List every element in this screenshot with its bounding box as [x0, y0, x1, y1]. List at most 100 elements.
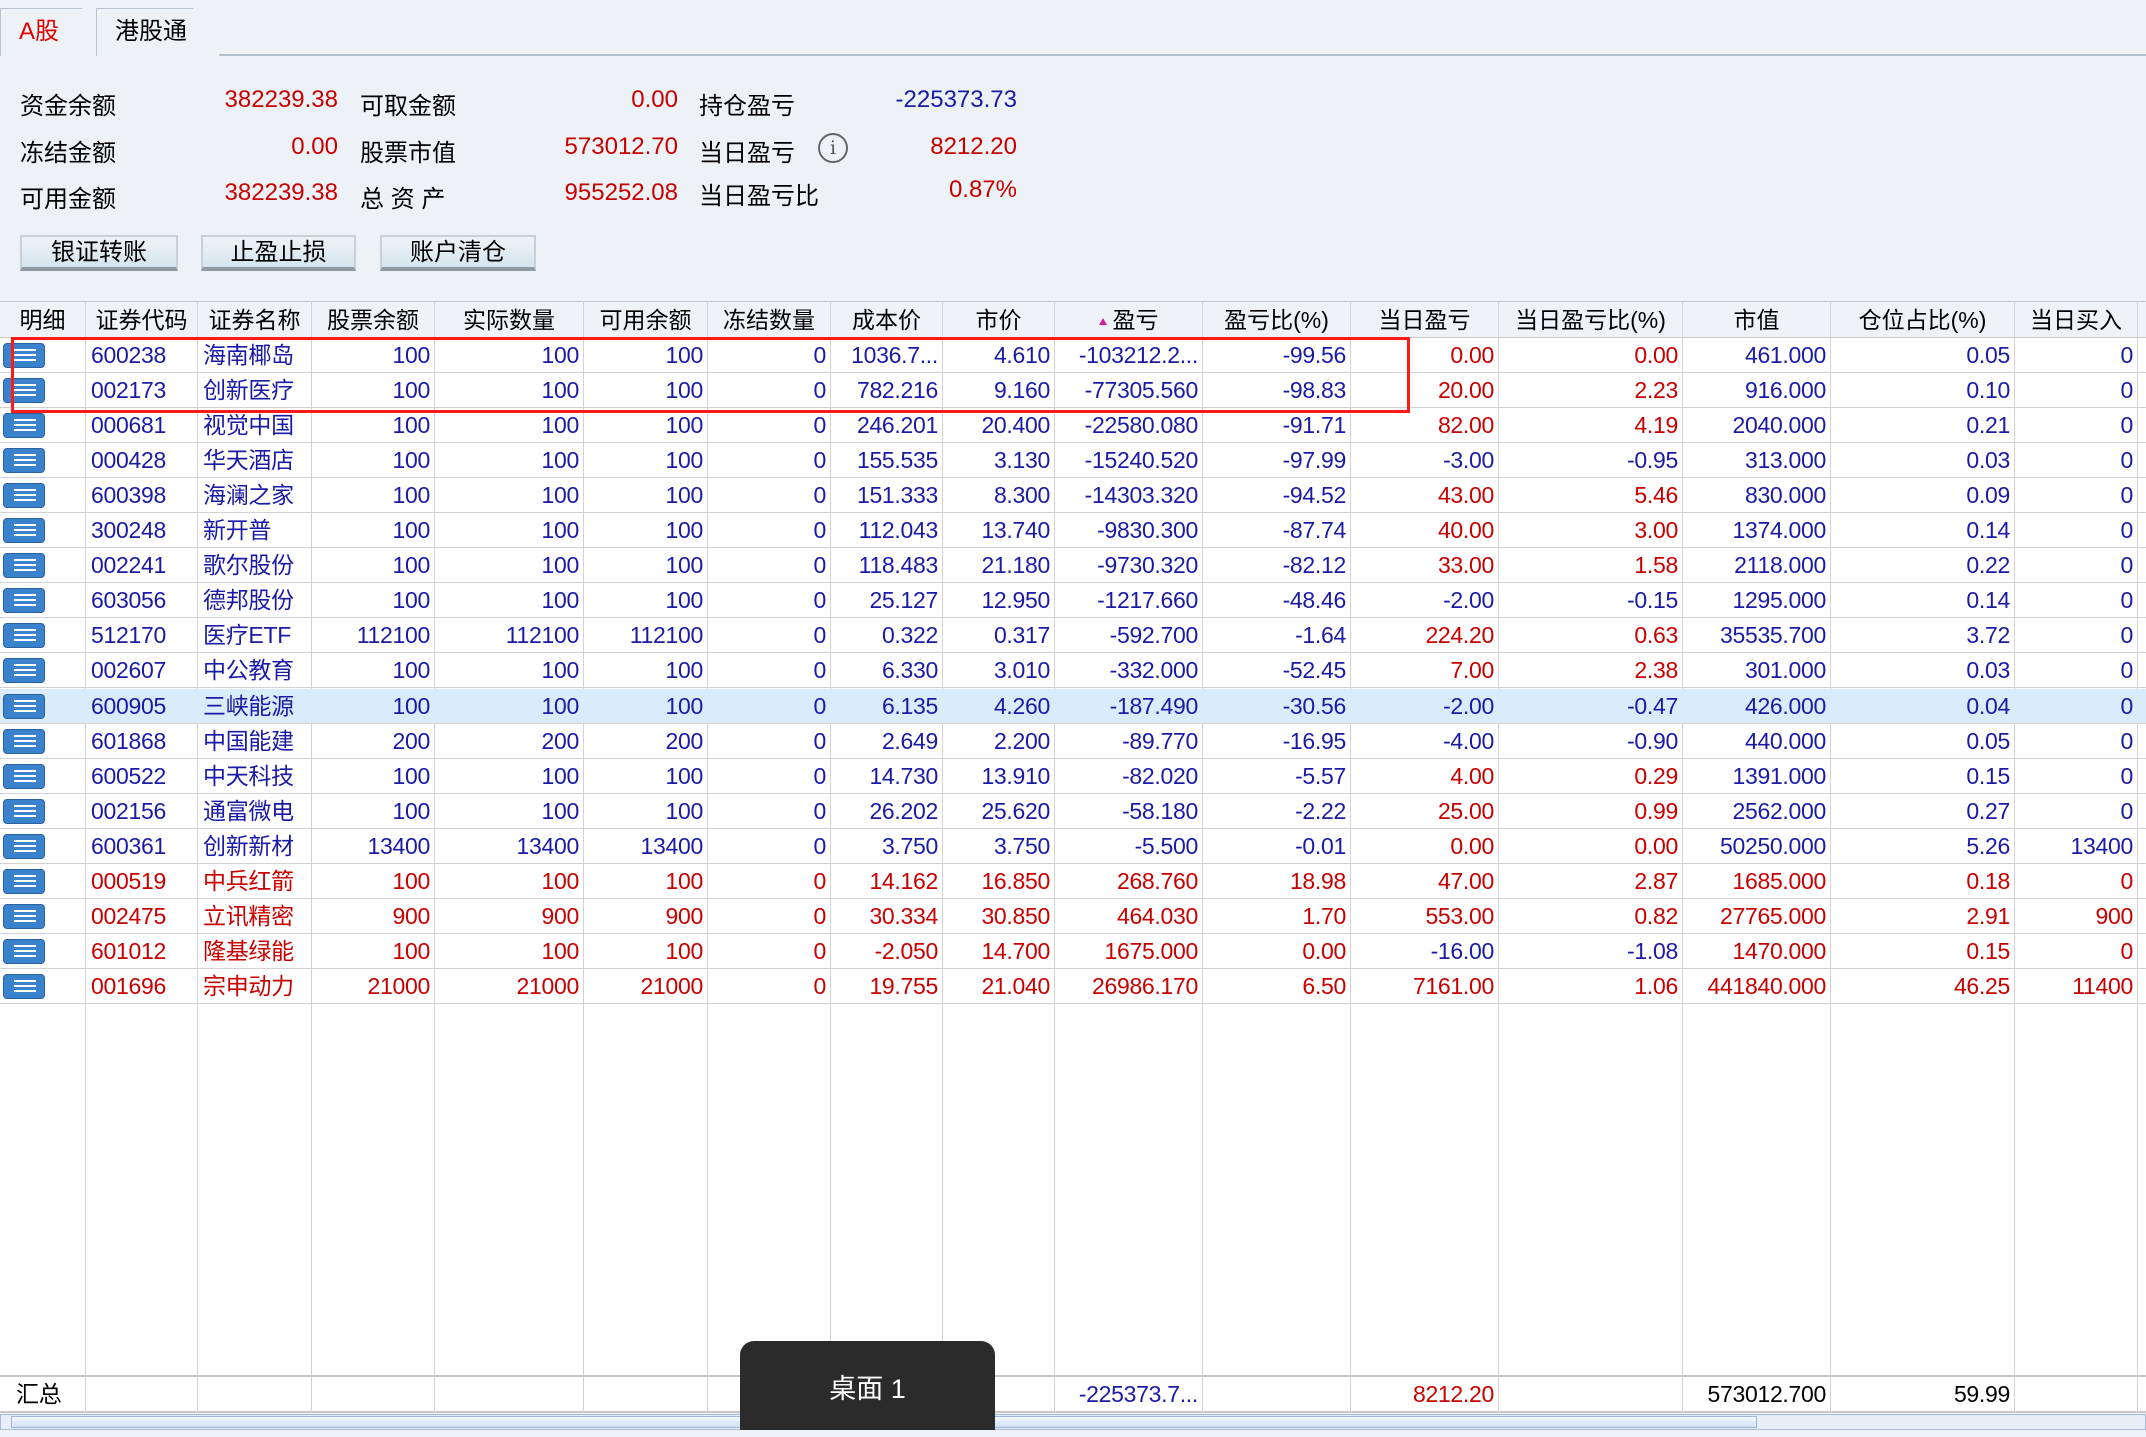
cell-day-buy: 0 — [2120, 342, 2134, 368]
column-header[interactable]: 可用余额 — [584, 302, 708, 338]
detail-list-icon[interactable] — [3, 798, 45, 824]
column-header[interactable]: 仓位占比(%) — [1831, 302, 2015, 338]
detail-list-icon[interactable] — [3, 413, 45, 439]
info-icon[interactable]: i — [818, 133, 848, 163]
column-divider — [1350, 301, 1351, 1413]
detail-list-icon[interactable] — [3, 553, 45, 579]
cell-price: 21.040 — [981, 972, 1050, 999]
cell-code: 300248 — [91, 517, 166, 544]
detail-list-icon[interactable] — [3, 973, 45, 999]
cell-cost: 118.483 — [858, 552, 939, 579]
table-row[interactable]: 300248 新开普 100 100 100 0 112.043 13.740 -9830.30… — [0, 513, 2146, 549]
cell-pnl-ratio: -16.95 — [1282, 727, 1347, 754]
column-header[interactable]: 当日买入 — [2015, 302, 2138, 338]
detail-list-icon[interactable] — [3, 868, 45, 894]
table-row[interactable]: 600361 创新新材 13400 13400 13400 0 3.750 3.750 -5.5… — [0, 829, 2146, 864]
cell-price: 25.620 — [981, 797, 1050, 824]
cell-position-ratio: 0.18 — [1966, 867, 2010, 894]
table-row[interactable]: 000681 视觉中国 100 100 100 0 246.201 20.400 -22580.… — [0, 408, 2146, 444]
cell-frozen: 0 — [813, 482, 827, 509]
desktop-switcher-popup[interactable]: 桌面 1 — [740, 1341, 995, 1430]
table-row[interactable]: 601012 隆基绿能 100 100 100 0 -2.050 14.700 1675.000… — [0, 934, 2146, 969]
tab-a-shares[interactable]: A股 — [0, 8, 100, 56]
detail-list-icon[interactable] — [3, 588, 45, 614]
detail-list-icon[interactable] — [3, 693, 45, 719]
detail-list-icon[interactable] — [3, 938, 45, 964]
table-row[interactable]: 002156 通富微电 100 100 100 0 26.202 25.620 -58.180 -… — [0, 794, 2146, 829]
horizontal-scrollbar[interactable] — [0, 1414, 2146, 1430]
column-header[interactable]: 市价 — [943, 302, 1055, 338]
tab-hk-connect[interactable]: 港股通 — [96, 8, 220, 56]
cell-name: 中国能建 — [203, 727, 294, 754]
column-header[interactable]: 实际数量 — [435, 302, 584, 338]
table-row[interactable]: 512170 医疗ETF 112100 112100 112100 0 0.322 0.317… — [0, 618, 2146, 654]
table-row[interactable]: 600522 中天科技 100 100 100 0 14.730 13.910 -82.020 -… — [0, 759, 2146, 794]
cell-market-value: 35535.700 — [1719, 622, 1826, 649]
table-row[interactable]: 600905 三峡能源 100 100 100 0 6.135 4.260 -187.490 -3… — [0, 688, 2146, 724]
cell-pnl-ratio: 18.98 — [1289, 867, 1346, 894]
cell-pnl-ratio: -99.56 — [1282, 342, 1347, 368]
column-divider — [85, 301, 86, 1413]
detail-list-icon[interactable] — [3, 728, 45, 754]
table-row[interactable]: 000428 华天酒店 100 100 100 0 155.535 3.130 -15240.5… — [0, 443, 2146, 479]
detail-list-icon[interactable] — [3, 518, 45, 544]
cell-name: 隆基绿能 — [203, 937, 294, 964]
cell-day-buy: 0 — [2120, 762, 2134, 789]
stop-profit-loss-button[interactable]: 止盈止损 — [201, 235, 356, 271]
cell-day-pnl-ratio: 2.38 — [1634, 657, 1678, 684]
column-divider — [707, 301, 708, 1413]
cell-market-value: 1295.000 — [1732, 587, 1826, 614]
cell-balance: 100 — [392, 797, 431, 824]
detail-list-icon[interactable] — [3, 903, 45, 929]
column-header[interactable]: 成本价 — [831, 302, 943, 338]
cell-code: 603056 — [91, 587, 166, 614]
bank-transfer-button[interactable]: 银证转账 — [20, 235, 178, 271]
column-divider — [1054, 1377, 1055, 1413]
cell-frozen: 0 — [813, 342, 827, 368]
detail-list-icon[interactable] — [3, 833, 45, 859]
column-header[interactable]: 当日盈亏比(%) — [1499, 302, 1683, 338]
column-header[interactable]: 市值 — [1683, 302, 1831, 338]
detail-list-icon[interactable] — [3, 343, 45, 368]
column-header[interactable]: 股票余额 — [312, 302, 435, 338]
detail-list-icon[interactable] — [3, 448, 45, 474]
table-row[interactable]: 002241 歌尔股份 100 100 100 0 118.483 21.180 -9730.3… — [0, 548, 2146, 584]
cell-available: 100 — [665, 552, 704, 579]
column-header[interactable]: 冻结数量 — [708, 302, 831, 338]
detail-list-icon[interactable] — [3, 763, 45, 789]
cell-day-pnl: 0.00 — [1450, 832, 1494, 859]
table-row[interactable]: 600238 海南椰岛 100 100 100 0 1036.7... 4.610 -10321… — [0, 338, 2146, 373]
column-header[interactable]: 明细 — [0, 302, 86, 338]
detail-list-icon[interactable] — [3, 378, 45, 404]
clear-positions-button[interactable]: 账户清仓 — [380, 235, 536, 271]
table-row[interactable]: 002475 立讯精密 900 900 900 0 30.334 30.850 464.030 1… — [0, 899, 2146, 934]
table-row[interactable]: 601868 中国能建 200 200 200 0 2.649 2.200 -89.770 -16… — [0, 724, 2146, 759]
cell-position-ratio: 0.27 — [1966, 797, 2010, 824]
column-header[interactable]: 盈亏 — [1055, 302, 1203, 338]
table-row[interactable]: 002173 创新医疗 100 100 100 0 782.216 9.160 -77305.5… — [0, 373, 2146, 409]
detail-list-icon[interactable] — [3, 623, 45, 649]
totals-pnl: -225373.7... — [1078, 1381, 1198, 1407]
cell-pnl-ratio: 6.50 — [1302, 972, 1346, 999]
detail-list-icon[interactable] — [3, 483, 45, 509]
column-header[interactable]: 证券名称 — [198, 302, 312, 338]
cell-available: 100 — [665, 797, 704, 824]
table-row[interactable]: 002607 中公教育 100 100 100 0 6.330 3.010 -332.000 -5… — [0, 653, 2146, 689]
table-row[interactable]: 001696 宗申动力 21000 21000 21000 0 19.755 21.040 26… — [0, 969, 2146, 1004]
detail-list-icon[interactable] — [3, 658, 45, 684]
column-header[interactable]: 当日盈亏 — [1351, 302, 1499, 338]
cell-day-pnl: 7161.00 — [1412, 972, 1494, 999]
cell-position-ratio: 0.03 — [1966, 447, 2010, 474]
summary-label: 资金余额 — [20, 93, 116, 120]
cell-market-value: 1470.000 — [1732, 937, 1826, 964]
column-header[interactable]: 证券代码 — [86, 302, 198, 338]
table-row[interactable]: 600398 海澜之家 100 100 100 0 151.333 8.300 -14303.3… — [0, 478, 2146, 514]
column-header[interactable]: 盈亏比(%) — [1203, 302, 1351, 338]
column-header-label: 当日盈亏比(%) — [1515, 307, 1666, 333]
column-header-label: 股票余额 — [327, 307, 419, 333]
table-row[interactable]: 000519 中兵红箭 100 100 100 0 14.162 16.850 268.760 1… — [0, 864, 2146, 899]
cell-day-pnl-ratio: 2.23 — [1634, 377, 1678, 404]
cell-pnl: -89.770 — [1122, 727, 1198, 754]
cell-day-pnl: 40.00 — [1437, 517, 1494, 544]
table-row[interactable]: 603056 德邦股份 100 100 100 0 25.127 12.950 -1217.66… — [0, 583, 2146, 619]
